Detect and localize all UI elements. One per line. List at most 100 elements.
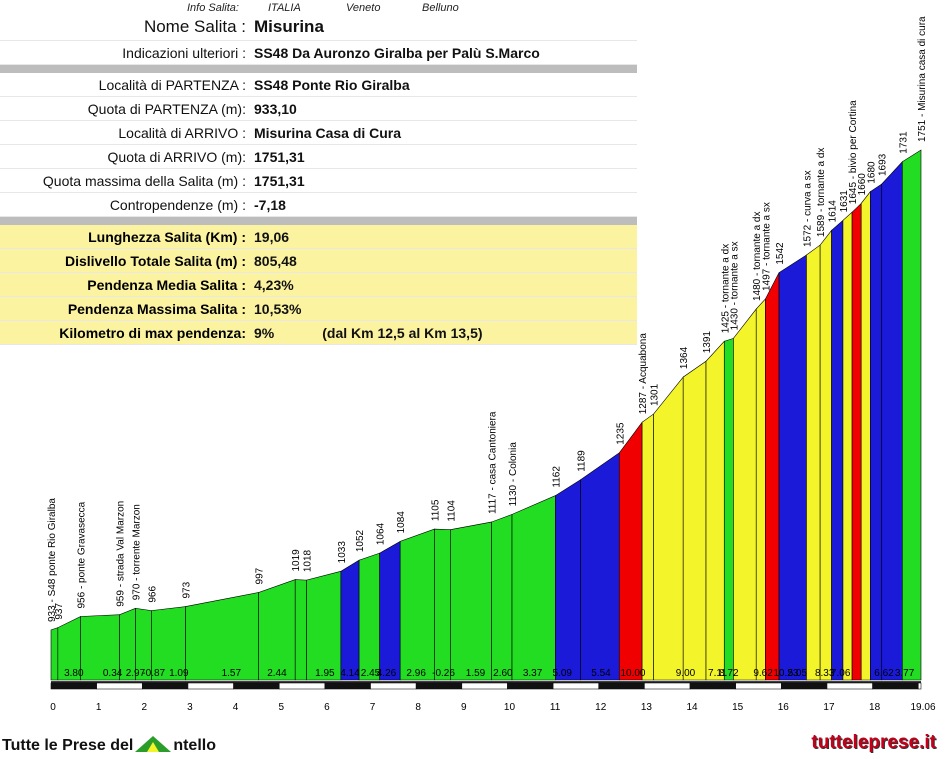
point-label: 1287 - Acquabona [638,333,649,415]
profile-segment [851,202,862,681]
site-url: tutteleprese.it [811,732,936,753]
info-value: -7,18 [252,192,637,217]
info-value: SS48 Da Auronzo Giralba per Palù S.Marco [252,40,637,65]
profile-segment [723,337,734,681]
x-tick-label: 5 [278,702,284,713]
info-value-text: SS48 Da Auronzo Giralba per Palù S.Marco [254,44,540,61]
profile-segment [185,592,259,681]
km-bar-segment [141,682,189,690]
info-value-text: 4,23% [254,276,294,293]
info-value-text: 10,53% [254,300,302,317]
x-tick-label: 9 [461,702,467,713]
info-row: Località di ARRIVO : Misurina Casa di Cur… [0,120,637,145]
gradient-label: 5.09 [552,668,572,679]
point-label: 973 [182,581,193,598]
gradient-label: 3.80 [64,668,84,679]
x-tick-label: 13 [641,702,653,713]
gradient-label: 10.00 [620,668,645,679]
gradient-label: 1.95 [315,668,335,679]
gradient-label: 7.06 [831,668,851,679]
x-tick-label: 18 [869,702,881,713]
separator-cell [0,64,637,73]
table-separator [0,216,637,225]
separator-cell [0,216,637,225]
point-label: 1589 - tornante a dx [816,148,827,238]
gradient-label: -0.87 [142,668,165,679]
info-label: Quota massima della Salita (m) : [0,168,252,193]
point-label: 1301 [650,383,661,406]
info-value-text: -7,18 [254,196,286,213]
point-label: 1033 [337,541,348,564]
point-label: 956 - ponte Gravasecca [77,501,88,608]
info-label: Dislivello Totale Salita (m) : [0,248,252,273]
profile-segment [755,298,766,681]
profile-segment [258,579,296,681]
gradient-label: 6.62 [874,668,894,679]
point-label: 1497 - tornante a sx [761,202,772,291]
profile-segment [340,559,360,681]
profile-segment [831,219,844,681]
info-header-label: Info Salita: [187,2,239,14]
logo-text-part1: Tutte le Prese del [2,737,134,754]
info-label: Località di ARRIVO : [0,120,252,145]
km-bar-segment [872,682,919,690]
gradient-label: 8.72 [719,668,739,679]
profile-segment [705,340,725,681]
km-bar-segment [233,682,280,690]
gradient-label: 1.57 [222,668,242,679]
profile-segment [580,452,620,681]
info-label: Contropendenze (m) : [0,192,252,217]
info-value: 9% (dal Km 12,5 al Km 13,5) [252,320,637,345]
point-label: 1019 [291,549,302,572]
info-value-text: Misurina Casa di Cura [254,124,402,141]
profile-segment [733,308,757,681]
info-value: SS48 Ponte Rio Giralba [252,73,637,97]
gradient-label: 0.34 [103,668,123,679]
gradient-label: 7.11 [708,668,727,679]
x-tick-label: 16 [778,702,790,713]
km-bar-segment [461,682,508,690]
info-header-country: ITALIA [268,2,301,14]
point-label: 1189 [576,450,587,472]
profile-segment [842,211,853,681]
info-value-text: Misurina [254,17,324,36]
info-row: Quota massima della Salita (m) :1751,31 [0,168,637,193]
point-label: 1425 - tornante a dx [720,244,731,334]
info-row: Pendenza Massima Salita :10,53% [0,296,637,321]
x-tick-label: 0 [50,702,56,713]
x-tick-label: 7 [370,702,376,713]
info-row: Quota di PARTENZA (m): 933,10 [0,96,637,121]
point-label: 1235 [615,422,626,445]
gradient-label: 9.62 [753,668,773,679]
info-row: Nome Salita : Misurina [0,14,637,41]
climb-info-table: Nome Salita : Misurina Indicazioni ulterio… [0,14,637,345]
point-label: 1680 [866,161,877,184]
gradient-label: 4.14 [340,668,360,679]
point-label: 1391 [702,331,713,354]
info-label: Lunghezza Salita (Km) : [0,225,252,249]
km-bar-segment [735,682,782,690]
profile-segment [653,376,684,681]
profile-segment [50,627,59,681]
info-row: Dislivello Totale Salita (m) :805,48 [0,248,637,273]
info-value: 19,06 [252,225,637,249]
x-tick-label: 11 [550,702,561,713]
info-row: Località di PARTENZA : SS48 Ponte Rio Gir… [0,73,637,97]
point-label: 1542 [775,242,786,265]
point-label: 959 - strada Val Marzon [115,501,126,607]
point-label: 1660 [857,173,868,196]
info-value-text: 933,10 [254,100,297,117]
point-label: 966 [147,586,158,603]
profile-segment [491,513,513,681]
point-label: 997 [255,567,266,584]
point-label: 1751 - Misurina casa di cura [917,16,928,142]
info-value: 10,53% [252,296,637,321]
gradient-label: 2.45 [361,668,381,679]
point-label: 933 - S48 ponte Rio Giralba [47,498,58,622]
point-label: 1364 [679,346,690,369]
info-value: 933,10 [252,96,637,121]
point-label: 1572 - curva a sx [802,170,813,247]
gradient-label: 9.00 [676,668,696,679]
point-label: 1430 - tornante a sx [729,241,740,330]
km-bar-segment [187,682,234,690]
